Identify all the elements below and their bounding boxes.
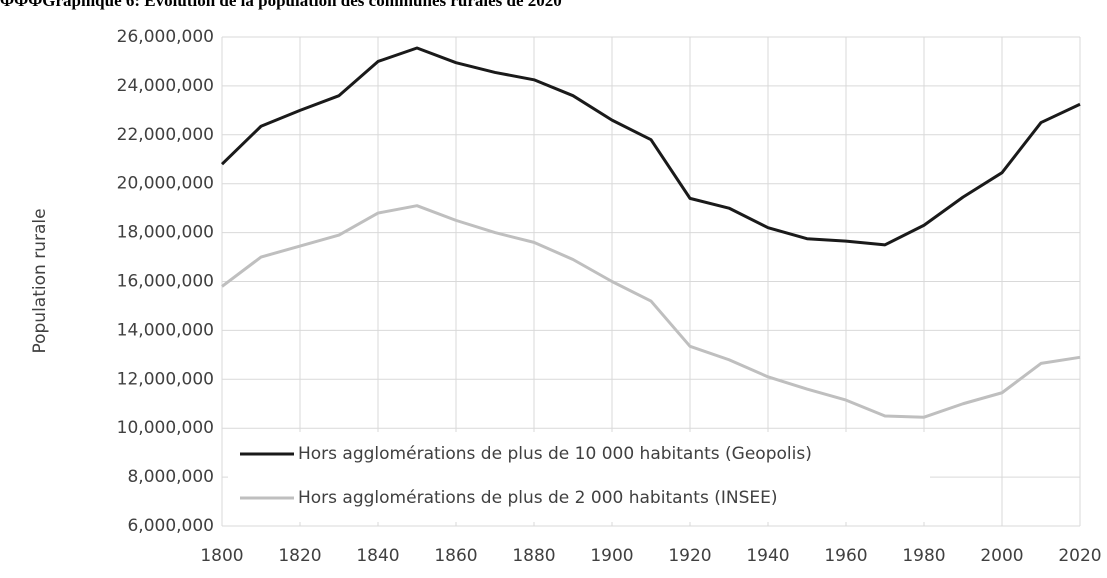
series-line: [220, 46, 1081, 247]
y-tick-label: 10,000,000: [117, 418, 214, 438]
x-tick-label: 1900: [590, 546, 633, 566]
y-tick-label: 20,000,000: [117, 174, 214, 194]
legend-label: Hors agglomérations de plus de 10 000 ha…: [298, 444, 812, 464]
x-tick-label: 1940: [746, 546, 789, 566]
legend-box: [228, 432, 930, 522]
y-tick-label: 8,000,000: [127, 467, 214, 487]
x-tick-label: 2020: [1058, 546, 1101, 566]
x-tick-label: 2000: [980, 546, 1023, 566]
y-tick-label: 6,000,000: [127, 516, 214, 536]
y-tick-label: 24,000,000: [117, 76, 214, 96]
x-tick-label: 1820: [278, 546, 321, 566]
x-tick-label: 1920: [668, 546, 711, 566]
series-line: [221, 204, 1081, 419]
chart-title: ΦΦΦGraphique 6: Evolution de la populati…: [0, 0, 562, 10]
x-tick-label: 1960: [824, 546, 867, 566]
y-tick-label: 12,000,000: [117, 369, 214, 389]
x-tick-label: 1880: [512, 546, 555, 566]
x-tick-label: 1840: [356, 546, 399, 566]
x-tick-label: 1860: [434, 546, 477, 566]
y-tick-label: 18,000,000: [117, 223, 214, 243]
y-tick-label: 22,000,000: [117, 125, 214, 145]
x-tick-label: 1800: [200, 546, 243, 566]
y-tick-label: 14,000,000: [117, 320, 214, 340]
legend-label: Hors agglomérations de plus de 2 000 hab…: [298, 488, 778, 508]
y-tick-label: 16,000,000: [117, 272, 214, 292]
x-tick-label: 1980: [902, 546, 945, 566]
y-tick-label: 26,000,000: [117, 27, 214, 47]
y-axis-label: Population rurale: [30, 208, 50, 353]
